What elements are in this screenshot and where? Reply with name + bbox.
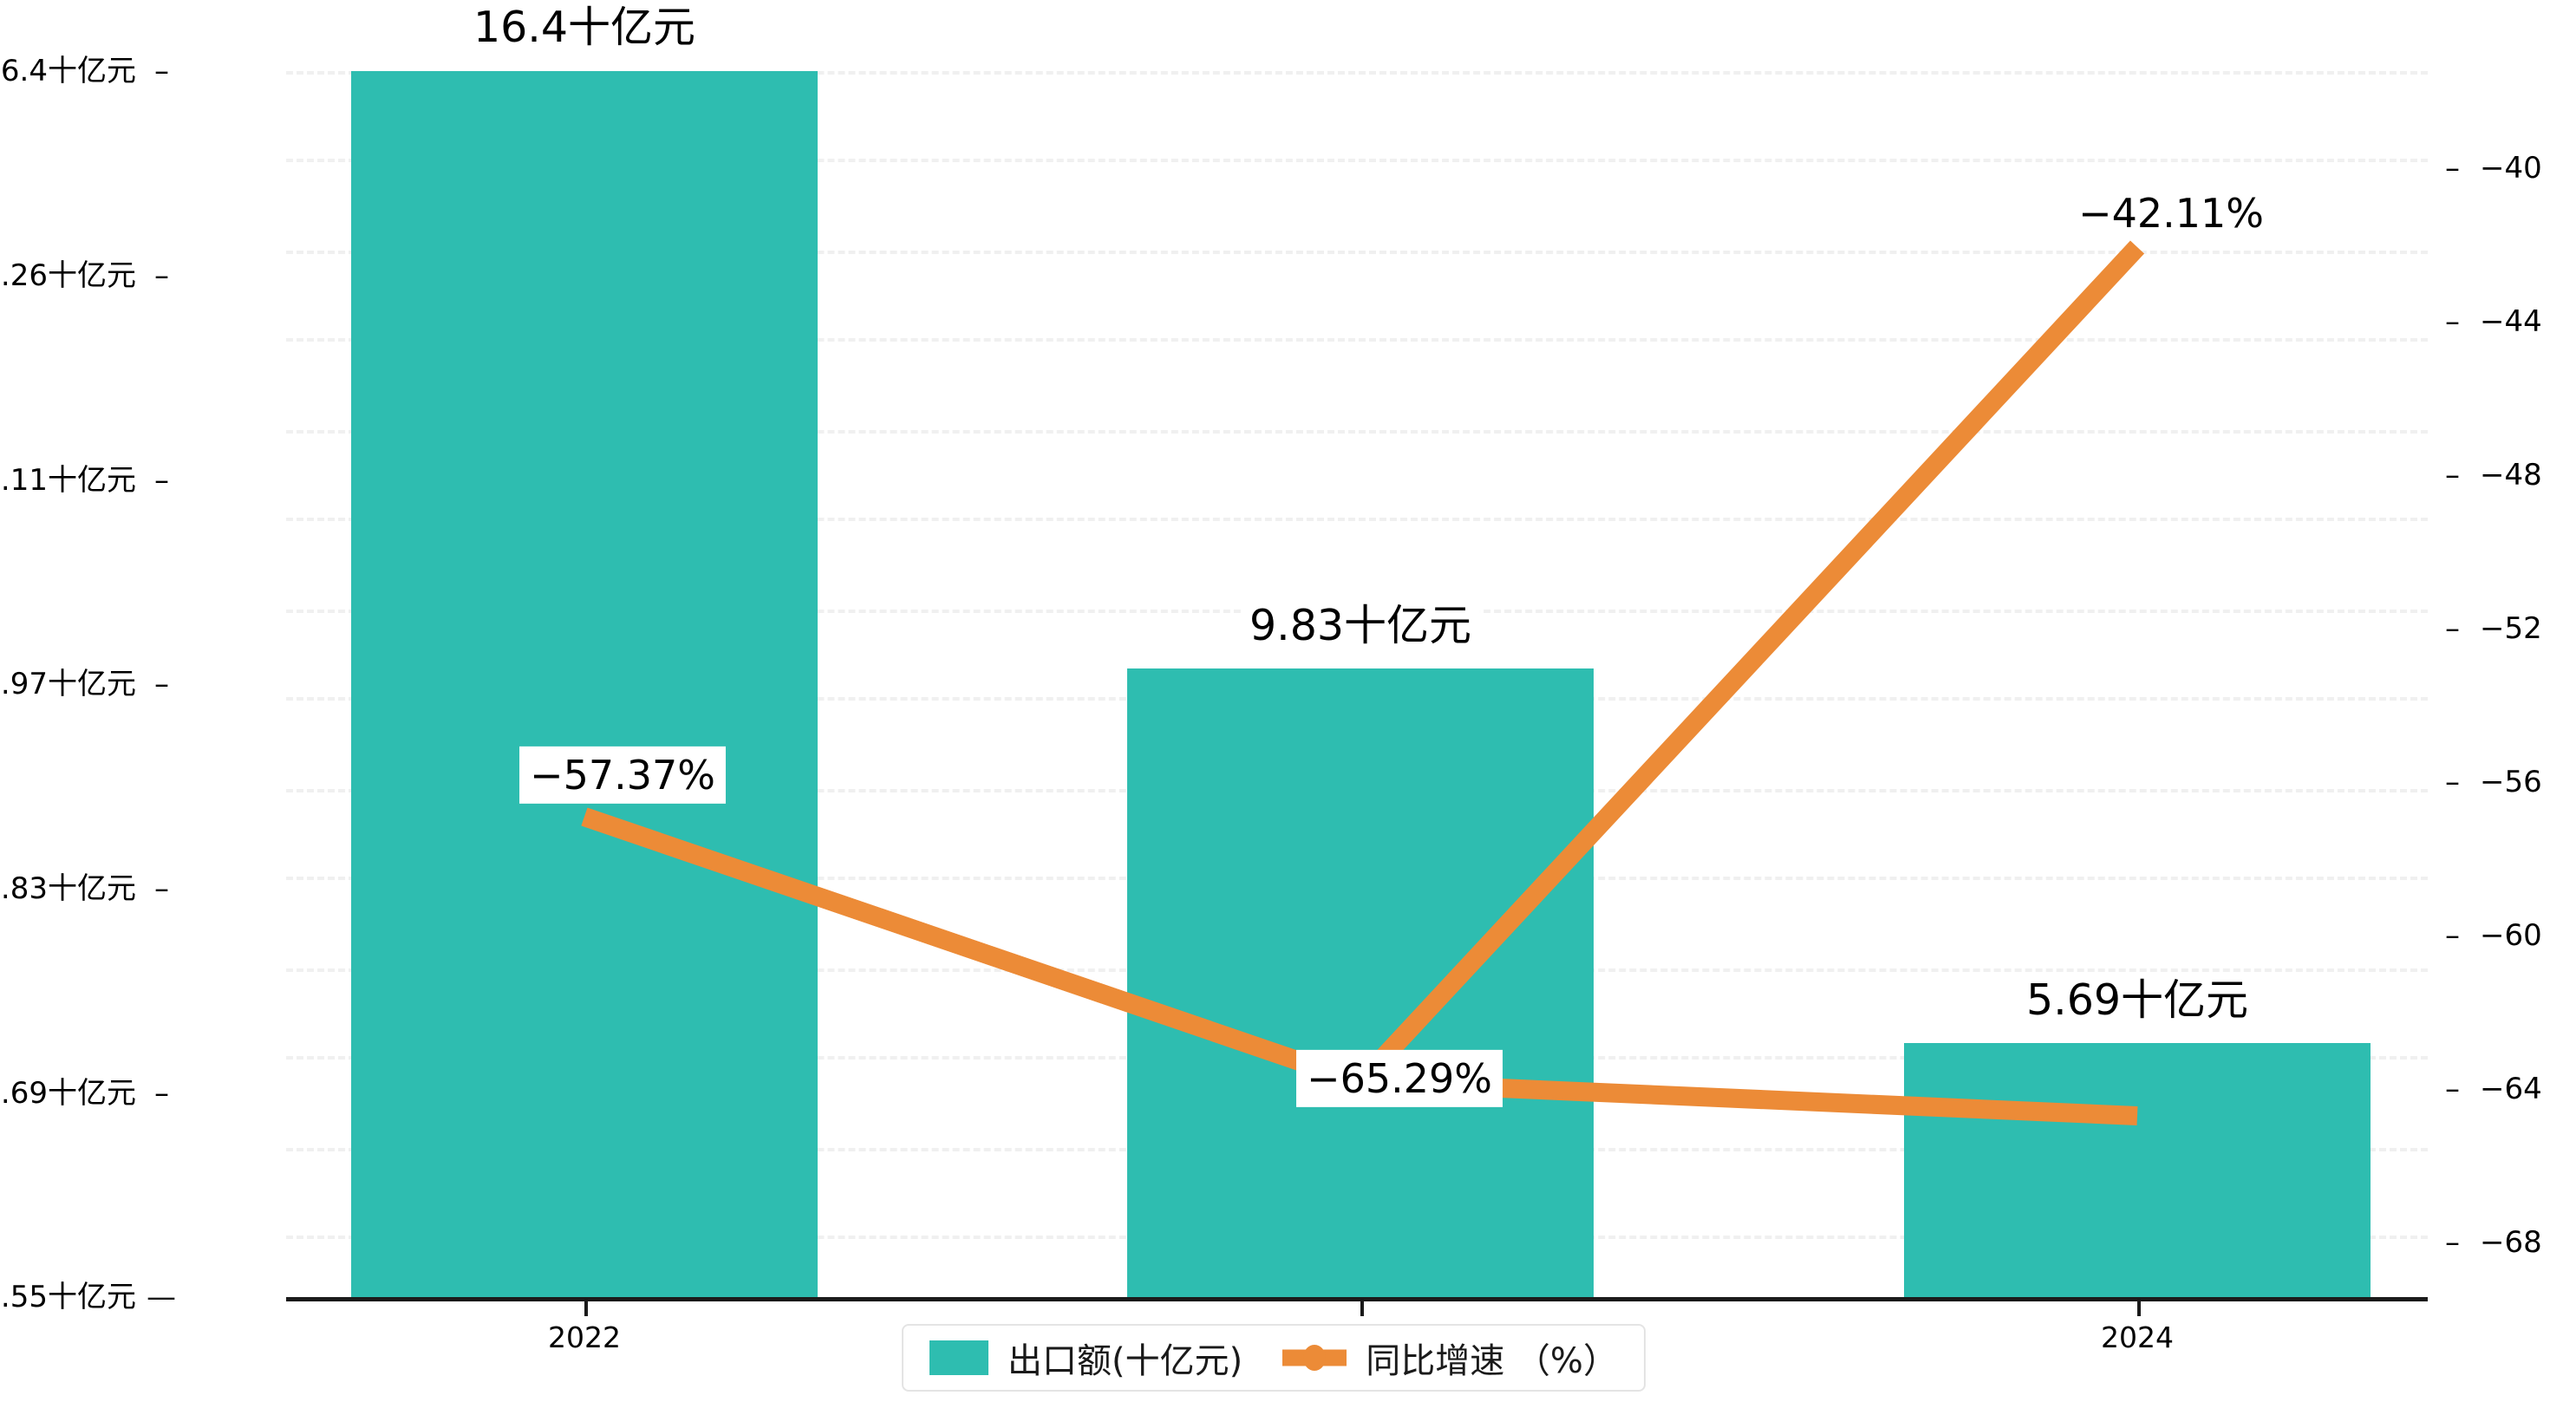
y-axis-right-tick-label: −64 [2480,1072,2542,1106]
y-axis-right-tick: – −40 [2445,153,2542,183]
tick-dash-icon: – [2445,611,2460,646]
y-axis-right-tick: – −68 [2445,1228,2542,1257]
y-axis-left-tick: 16.4十亿元– [0,56,169,86]
x-axis-label-2024: 2024 [2101,1320,2174,1354]
y-axis-left-tick-label: 12.11十亿元 [0,463,136,498]
bar-2022[interactable] [351,71,818,1297]
tick-dash-icon: – [154,463,169,498]
tick-dash-icon: – [154,667,169,701]
bar-value-label-2023: 9.83十亿元 [1240,597,1481,655]
legend-label-line: 同比增速 （%） [1366,1341,1618,1381]
gridline [286,71,2428,75]
x-axis-spine [286,1297,2428,1301]
y-axis-right-tick: – −64 [2445,1074,2542,1104]
tick-dash-icon: – [154,1076,169,1111]
tick-dash-icon: – [2445,1225,2460,1260]
y-axis-left-tick: 12.11十亿元– [0,466,169,495]
tick-dash-icon: – [2445,765,2460,799]
line-value-label-2023: −65.29% [1296,1049,1503,1108]
x-tick-2024 [2137,1301,2141,1316]
tick-dash-icon: – [2445,304,2460,339]
x-axis-label-2022: 2022 [548,1320,621,1354]
tick-dash-icon: – [154,871,169,906]
x-tick-2023 [1360,1301,1364,1316]
y-axis-right-tick: – −44 [2445,307,2542,336]
chart-legend: 出口额(十亿元) 同比增速 （%） [902,1324,1646,1392]
tick-dash-icon: – [154,258,169,293]
y-axis-right-tick: – −60 [2445,921,2542,950]
legend-entry-line[interactable]: 同比增速 （%） [1282,1333,1618,1383]
y-axis-left-tick: 7.83十亿元– [0,874,169,903]
y-axis-left-tick-label: 16.4十亿元 [0,54,136,88]
x-tick-2022 [584,1301,588,1316]
y-axis-right-tick: – −48 [2445,460,2542,490]
bar-2024[interactable] [1904,1043,2371,1297]
tick-dash-icon: – [154,54,169,88]
y-axis-left-tick: 5.69十亿元– [0,1079,169,1108]
line-value-label-2022: −57.37% [519,746,726,805]
y-axis-left-tick: 3.55十亿元 — [0,1280,176,1314]
tick-dash-icon: — [147,1280,176,1314]
tick-dash-icon: – [2445,918,2460,953]
bar-value-label-2024: 5.69十亿元 [2017,972,2258,1029]
legend-entry-bar[interactable]: 出口额(十亿元) [929,1333,1242,1383]
legend-line-swatch-icon [1282,1340,1347,1375]
y-axis-left-tick-label: 9.97十亿元 [0,667,136,701]
legend-bar-swatch-icon [929,1340,988,1375]
y-axis-right-tick-label: −56 [2480,765,2542,799]
y-axis-left-tick: 9.97十亿元– [0,669,169,699]
tick-dash-icon: – [2445,151,2460,186]
y-axis-left-tick-label: 3.55十亿元 [0,1280,136,1314]
y-axis-right-tick-label: −60 [2480,918,2542,953]
legend-label-bar: 出口额(十亿元) [1008,1341,1243,1381]
y-axis-right-tick: – −52 [2445,614,2542,643]
line-value-label-2024: −42.11% [2078,189,2264,237]
y-axis-right-tick-label: −48 [2480,458,2542,492]
gridline [286,159,2428,162]
y-axis-right-tick-label: −44 [2480,304,2542,339]
bar-2023[interactable] [1127,668,1594,1297]
tick-dash-icon: – [2445,1072,2460,1106]
legend-marker-icon [1303,1345,1327,1371]
tick-dash-icon: – [2445,458,2460,492]
y-axis-right-tick-label: −40 [2480,151,2542,186]
y-axis-right-tick-label: −52 [2480,611,2542,646]
y-axis-left-tick: 14.26十亿元– [0,261,169,290]
y-axis-right-tick-label: −68 [2480,1225,2542,1260]
y-axis-right-tick: – −56 [2445,767,2542,797]
y-axis-left-tick-label: 14.26十亿元 [0,258,136,293]
y-axis-left-tick-label: 7.83十亿元 [0,871,136,906]
bar-value-label-2022: 16.4十亿元 [464,0,705,56]
y-axis-left-tick-label: 5.69十亿元 [0,1076,136,1111]
